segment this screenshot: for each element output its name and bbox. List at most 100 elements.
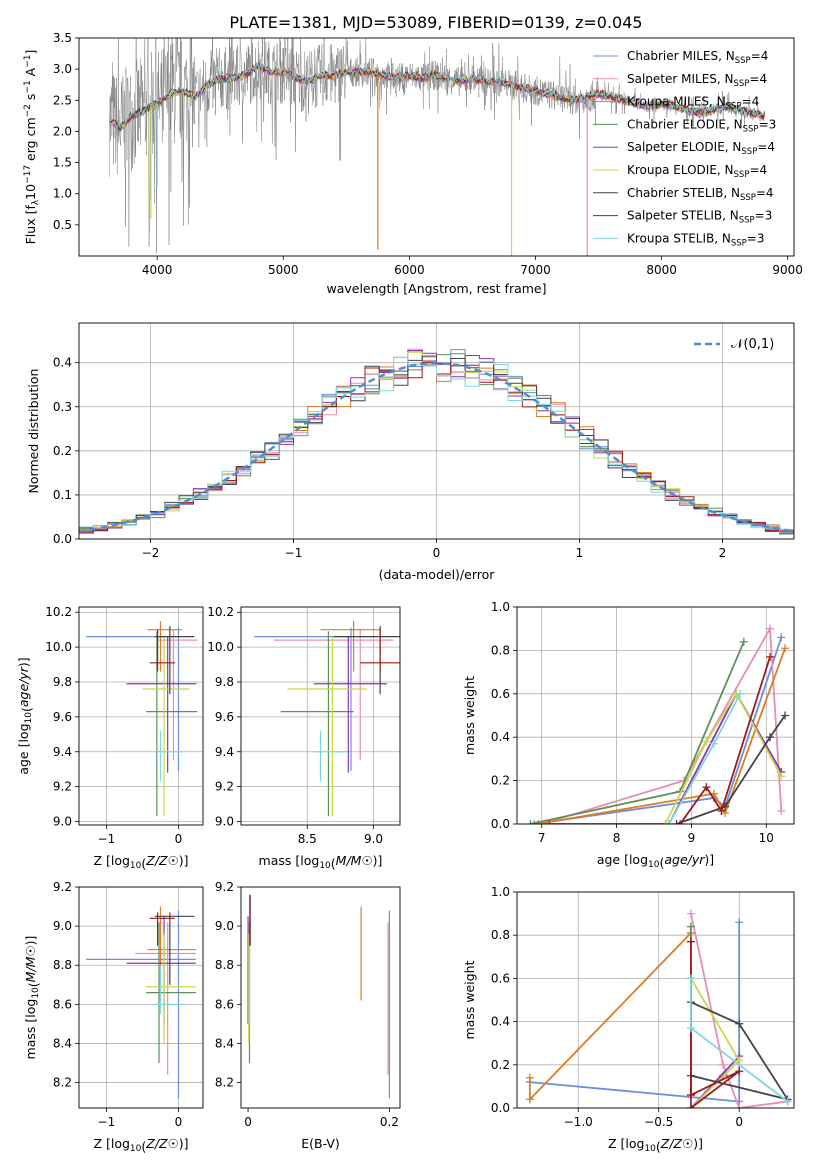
plot-area <box>108 38 766 256</box>
y-tick-label: 0.0 <box>491 817 510 831</box>
axis-label-part: mass [log <box>259 853 320 868</box>
residuals-xlabel: (data-model)/error <box>379 567 496 582</box>
y-tick-label: 9.2 <box>53 880 72 894</box>
y-tick-label: 10.0 <box>207 640 234 654</box>
weight-marker <box>545 820 554 824</box>
weight-series-line <box>676 714 786 824</box>
legend-label: Salpeter MILES, NSSP=4 <box>627 72 767 89</box>
weight-marker <box>672 820 681 824</box>
legend-label-name: Salpeter ELODIE, N <box>627 140 741 154</box>
axis-label: mass [log10(M/M☉)] <box>23 936 41 1060</box>
axis-label-part: )] <box>23 936 38 946</box>
x-tick-label: 7000 <box>520 263 551 277</box>
axis-label-part: 10 <box>130 861 142 871</box>
axis-label-part: )] <box>373 853 383 868</box>
legend-label-sub: SSP <box>734 79 750 89</box>
errorbar-point <box>360 629 400 672</box>
errorbar-point <box>135 922 196 1075</box>
errorbar-point <box>158 629 198 761</box>
axes-frame <box>78 37 795 257</box>
axes-frame <box>78 606 204 826</box>
errorbar-point <box>146 631 198 817</box>
x-tick-label: 2 <box>719 546 727 560</box>
x-tick-label: 6000 <box>394 263 425 277</box>
y-tick-label: 0.3 <box>53 400 72 414</box>
ylabel-part: −17 <box>23 165 33 184</box>
y-tick-label: 2.5 <box>53 93 72 107</box>
ylabel-part: s <box>23 94 38 105</box>
ylabel-part: 10 <box>23 184 38 200</box>
weight-marker <box>735 1019 744 1028</box>
x-tick-label: 10 <box>759 831 774 845</box>
y-tick-label: 1.0 <box>53 187 72 201</box>
weight-series-line <box>529 930 692 1102</box>
legend-label-sub: SSP <box>734 170 750 180</box>
axis-label-part: ( <box>141 856 146 871</box>
legend-label: Kroupa MILES, NSSP=4 <box>627 95 759 112</box>
weight-marker <box>766 652 775 661</box>
normal-reference-curve <box>79 361 794 533</box>
y-tick-label: 8.8 <box>215 958 234 972</box>
weight-series-line <box>679 656 771 824</box>
y-tick-label: 9.6 <box>215 710 234 724</box>
weight-marker <box>702 737 711 746</box>
axis-label-part: age/yr <box>16 666 31 707</box>
errorbar-point <box>149 629 175 672</box>
y-tick-label: 0.8 <box>491 643 510 657</box>
x-tick-label: 9.0 <box>364 832 383 846</box>
weight-marker <box>664 820 673 824</box>
ylabel-part: Flux [f <box>23 205 38 245</box>
weight-ylabel: mass weight <box>462 960 477 1039</box>
axis-label-part: M/M☉ <box>336 853 373 868</box>
x-tick-label: −1.0 <box>564 1115 593 1129</box>
legend-label: Salpeter ELODIE, NSSP=4 <box>627 140 775 157</box>
ylabel-part: ] <box>23 50 38 55</box>
axis-label-part: mass [log <box>23 999 38 1060</box>
panel-weight_vs_age: 7 8 9 10 0.0 0.2 0.4 0.6 0.8 1.0 mass weight age [l… <box>462 600 795 870</box>
panel-age_vs_mass: 8.5 9.0 9.0 9.2 9.4 9.6 9.8 10.0 10.2 mass [log10… <box>207 605 401 871</box>
errorbar-point <box>254 627 381 771</box>
axis-label: age [log10(age/yr)] <box>597 852 714 870</box>
weight-series-line <box>529 922 741 1103</box>
weight-marker <box>735 1067 744 1076</box>
legend-label-tail: =4 <box>742 95 760 109</box>
y-tick-label: 8.4 <box>53 1036 72 1050</box>
axis-label-part: Z/Z☉ <box>145 1136 179 1151</box>
plot-area <box>525 909 792 1108</box>
plot-area <box>79 348 794 535</box>
axis-label-part: 10 <box>648 860 660 870</box>
y-tick-label: 9.0 <box>53 815 72 829</box>
y-tick-label: 0.4 <box>491 730 510 744</box>
y-tick-label: 1.0 <box>491 885 510 899</box>
axis-label-part: 10 <box>319 861 331 871</box>
legend-label-tail: =3 <box>755 209 773 223</box>
x-tick-label: −1 <box>285 546 303 560</box>
axes-frame <box>516 606 795 825</box>
ylabel-part: A <box>23 67 38 80</box>
plot-area <box>526 624 790 824</box>
panel-residuals: −2 −1 0 1 2 0.0 0.1 0.2 0.3 0.4 𝒩(0,1) (data-model)… <box>26 322 795 582</box>
panel-weight_vs_Z: −1.0 −0.5 0 0.0 0.2 0.4 0.6 0.8 1.0 mass weight Z … <box>462 885 795 1154</box>
y-tick-label: 0.0 <box>53 532 72 546</box>
weight-marker <box>686 1091 695 1100</box>
weight-marker <box>717 806 726 815</box>
x-tick-label: 5000 <box>268 263 299 277</box>
errorbar-point <box>287 636 367 817</box>
y-tick-label: 10.2 <box>207 605 234 619</box>
axis-label-part: )] <box>16 657 31 667</box>
histogram-series <box>79 355 794 535</box>
x-tick-label: −1 <box>98 1115 116 1129</box>
weight-marker <box>777 806 786 815</box>
weight-marker <box>530 820 539 824</box>
axis-label-part: ( <box>331 856 336 871</box>
y-tick-label: 8.2 <box>215 1076 234 1090</box>
weight-series-line <box>549 691 783 824</box>
weight-marker <box>736 689 745 698</box>
axis-label-part: )] <box>693 1136 703 1151</box>
weight-marker <box>525 1073 534 1082</box>
weight-marker <box>526 820 535 824</box>
legend-label-tail: =4 <box>757 140 775 154</box>
weight-marker <box>525 1095 534 1104</box>
axis-label-part: ( <box>19 707 34 712</box>
y-tick-label: 0.1 <box>53 488 72 502</box>
